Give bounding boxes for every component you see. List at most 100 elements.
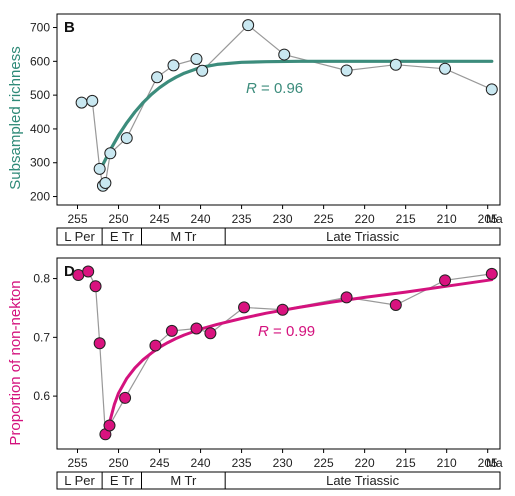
x-tick-label: 235 xyxy=(232,212,252,226)
x-tick-label: 225 xyxy=(314,456,334,470)
x-tick-label: 250 xyxy=(109,456,129,470)
y-tick-label: 0.7 xyxy=(33,330,50,344)
x-tick-label: 215 xyxy=(396,456,416,470)
data-point xyxy=(190,52,203,65)
data-point xyxy=(120,132,133,145)
y-axis-label: Proportion of non-nekton xyxy=(7,280,24,445)
data-series-line xyxy=(78,270,492,435)
y-tick-label: 600 xyxy=(30,54,50,68)
data-point xyxy=(93,337,106,350)
data-points xyxy=(75,19,498,192)
fit-label-r: R xyxy=(258,323,269,340)
data-point xyxy=(72,269,85,282)
data-point xyxy=(196,64,209,77)
data-point xyxy=(89,280,102,293)
y-tick-label: 0.6 xyxy=(33,389,50,403)
y-tick-label: 700 xyxy=(30,21,50,35)
data-point xyxy=(167,59,180,72)
y-tick-label: 200 xyxy=(30,190,50,204)
x-tick-label: 205 xyxy=(478,456,498,470)
fit-curve-line xyxy=(106,278,494,433)
data-point xyxy=(278,48,291,61)
data-point xyxy=(86,94,99,107)
x-tick-label: 230 xyxy=(273,456,293,470)
fit-label: R = 0.96 xyxy=(246,80,303,97)
stage-bar-frame xyxy=(56,227,501,246)
chart-panel-d: D Proportion of non-nekton 0.6 0.7 0.8 255… xyxy=(7,257,503,490)
data-point xyxy=(99,177,112,190)
data-point xyxy=(149,339,162,352)
data-point xyxy=(439,274,452,287)
data-point xyxy=(485,267,498,280)
x-ticks: 255 250 245 240 235 230 225 220 215 210 205 xyxy=(67,449,498,470)
data-point xyxy=(165,324,178,337)
fit-curve xyxy=(100,59,494,168)
data-point xyxy=(82,265,95,278)
fit-label-r: R xyxy=(246,80,257,97)
data-point xyxy=(119,391,132,404)
stage-label: Late Triassic xyxy=(326,473,399,488)
data-point xyxy=(485,83,498,96)
plot-frame xyxy=(56,13,501,206)
x-tick-label: 255 xyxy=(67,212,87,226)
fit-label-value: = 0.96 xyxy=(257,80,303,97)
x-tick-label: 255 xyxy=(67,456,87,470)
x-tick-label: 210 xyxy=(437,212,457,226)
x-tick-label: 240 xyxy=(191,212,211,226)
data-point xyxy=(340,291,353,304)
x-tick-label: 240 xyxy=(191,456,211,470)
x-tick-label: 250 xyxy=(109,212,129,226)
x-tick-label: 220 xyxy=(355,456,375,470)
data-point xyxy=(103,419,116,432)
y-tick-label: 500 xyxy=(30,88,50,102)
panel-label: B xyxy=(64,19,75,36)
y-tick-label: 300 xyxy=(30,156,50,170)
stage-label: L Per xyxy=(64,229,95,244)
data-point xyxy=(75,96,88,109)
y-tick-label: 400 xyxy=(30,122,50,136)
stage-bar: L Per E Tr M Tr Late Triassic xyxy=(56,227,501,246)
chart-panel-b: B Subsampled richness 200 300 400 500 600 700… xyxy=(7,13,503,246)
fit-label-value: = 0.99 xyxy=(269,323,315,340)
y-ticks: 200 300 400 500 600 700 xyxy=(30,21,57,204)
fit-curve xyxy=(106,278,494,433)
x-ticks: 255 250 245 240 235 230 225 220 215 210 205 xyxy=(67,205,498,226)
stage-label: E Tr xyxy=(110,473,135,488)
x-tick-label: 220 xyxy=(355,212,375,226)
data-point xyxy=(204,327,217,340)
data-point xyxy=(104,147,117,160)
data-point xyxy=(439,62,452,75)
x-tick-label: 225 xyxy=(314,212,334,226)
data-point xyxy=(340,64,353,77)
x-tick-label: 245 xyxy=(150,212,170,226)
y-tick-label: 0.8 xyxy=(33,272,50,286)
y-axis-label: Subsampled richness xyxy=(7,46,24,189)
x-unit-label: Ma xyxy=(486,456,503,470)
panel-label: D xyxy=(64,263,75,280)
stage-label: E Tr xyxy=(110,229,135,244)
x-tick-label: 215 xyxy=(396,212,416,226)
fit-label: R = 0.99 xyxy=(258,323,315,340)
data-line xyxy=(78,270,492,435)
data-point xyxy=(389,299,402,312)
stage-bar: L Per E Tr M Tr Late Triassic xyxy=(56,471,501,490)
stage-label: M Tr xyxy=(170,229,197,244)
x-tick-label: 205 xyxy=(478,212,498,226)
stage-label: Late Triassic xyxy=(326,229,399,244)
data-point xyxy=(238,301,251,314)
fit-curve-line xyxy=(100,59,494,168)
stage-label: M Tr xyxy=(170,473,197,488)
data-point xyxy=(242,19,255,32)
stage-bar-frame xyxy=(56,471,501,490)
x-unit-label: Ma xyxy=(486,212,503,226)
x-tick-label: 245 xyxy=(150,456,170,470)
y-ticks: 0.6 0.7 0.8 xyxy=(33,272,57,403)
data-point xyxy=(190,322,203,335)
data-point xyxy=(93,162,106,175)
data-points xyxy=(72,265,498,441)
x-tick-label: 210 xyxy=(437,456,457,470)
x-tick-label: 235 xyxy=(232,456,252,470)
x-tick-label: 230 xyxy=(273,212,293,226)
stage-label: L Per xyxy=(64,473,95,488)
